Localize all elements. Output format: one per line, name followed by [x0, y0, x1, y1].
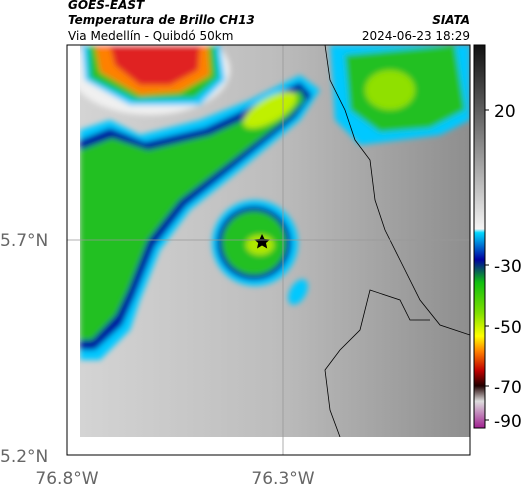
region: Via Medellín - Quibdó 50km: [68, 29, 233, 43]
colorbar: [473, 44, 486, 429]
source: GOES-EAST: [68, 0, 145, 12]
colorbar-tick-label: 20: [494, 102, 516, 122]
lat-label: 5.7°N: [0, 231, 48, 251]
colorbar-ticks: [485, 109, 489, 421]
timestamp: 2024-06-23 18:29: [362, 29, 470, 43]
colorbar-tick-label: -30: [494, 257, 522, 277]
lon-label: 76.3°W: [251, 469, 314, 489]
map-frame: [66, 44, 471, 456]
agency: SIATA: [432, 13, 470, 27]
colorbar-tick-label: -70: [494, 378, 522, 398]
lat-label: 5.2°N: [0, 447, 48, 467]
colorbar-tick-label: -90: [494, 412, 522, 432]
location-star: [254, 234, 270, 249]
colorbar-tick-label: -50: [494, 318, 522, 338]
lon-label: 76.8°W: [35, 469, 98, 489]
satellite-image: [80, 45, 470, 437]
product: Temperatura de Brillo CH13: [68, 13, 255, 27]
